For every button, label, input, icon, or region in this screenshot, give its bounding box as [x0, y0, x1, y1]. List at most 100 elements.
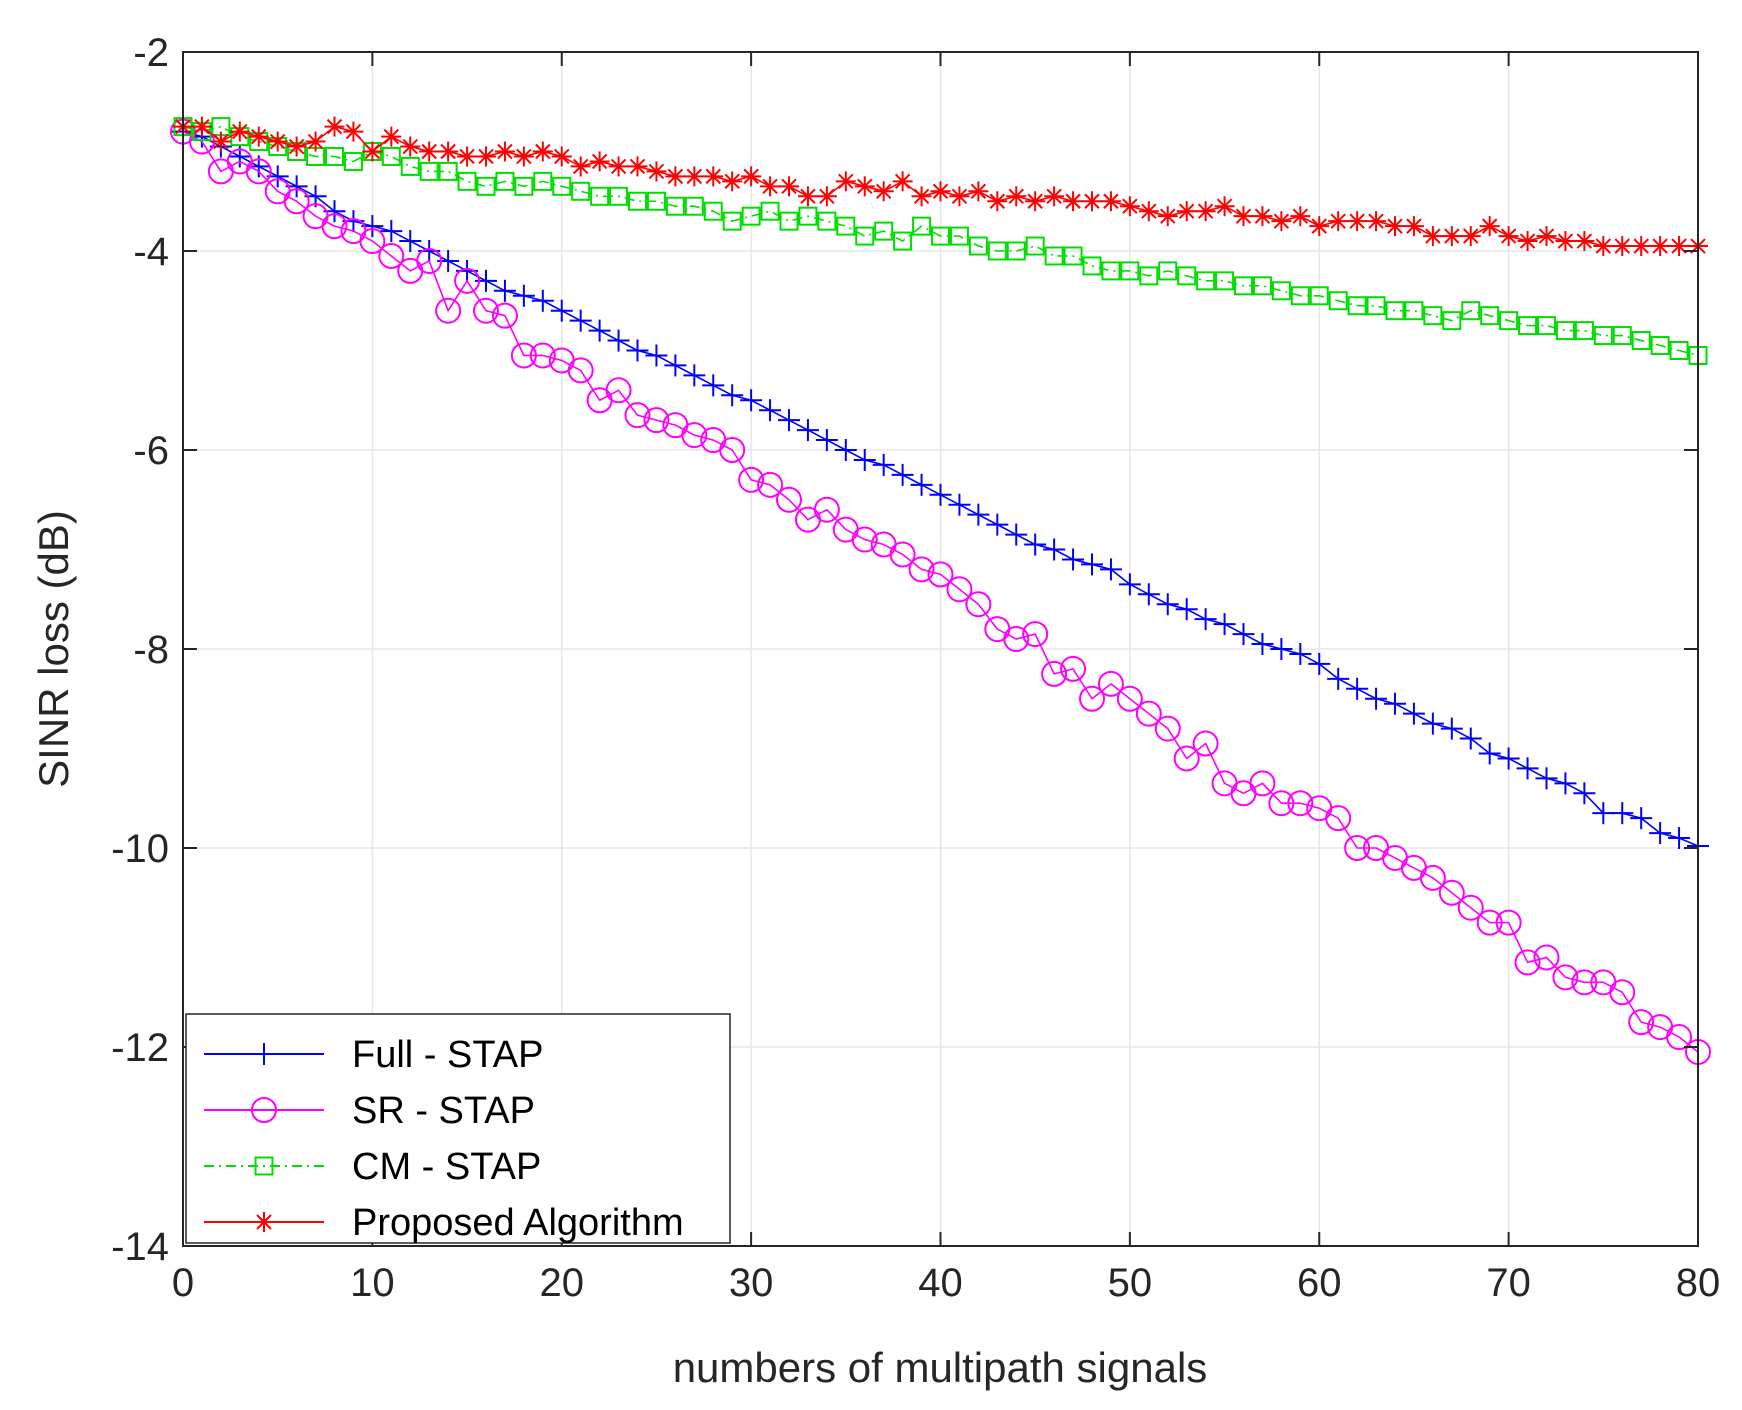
- plus-marker: [1194, 608, 1217, 631]
- star-marker: [305, 131, 326, 152]
- circle-marker: [624, 402, 651, 429]
- square-marker: [931, 226, 950, 246]
- square-marker: [1082, 256, 1102, 276]
- plus-marker: [1327, 667, 1350, 690]
- square-marker: [1006, 241, 1026, 261]
- plus-marker: [1308, 652, 1331, 675]
- star-marker: [608, 156, 629, 177]
- x-axis-label: numbers of multipath signals: [673, 1344, 1208, 1391]
- legend-label: Full - STAP: [352, 1034, 543, 1076]
- square-marker: [1404, 301, 1424, 321]
- star-marker: [1214, 196, 1235, 217]
- square-marker: [1480, 306, 1500, 326]
- plus-marker: [1099, 558, 1122, 581]
- star-marker: [854, 176, 875, 197]
- plus-marker: [1592, 802, 1615, 825]
- legend-label: SR - STAP: [352, 1090, 535, 1132]
- x-tick-label: 60: [1297, 1261, 1342, 1305]
- star-marker: [1366, 211, 1387, 232]
- star-marker: [381, 126, 402, 147]
- star-marker: [797, 186, 818, 207]
- star-marker: [1612, 236, 1633, 257]
- square-marker: [817, 211, 837, 231]
- plus-marker: [891, 463, 914, 486]
- y-tick-label: -10: [111, 827, 169, 871]
- circle-marker: [946, 576, 973, 603]
- star-marker: [476, 146, 496, 167]
- circle-marker: [1666, 1024, 1693, 1051]
- plus-marker: [1251, 633, 1274, 656]
- square-marker: [1442, 311, 1462, 331]
- star-marker: [210, 131, 231, 152]
- star-marker: [457, 146, 478, 167]
- legend-box: [185, 1013, 731, 1244]
- star-marker: [835, 171, 856, 192]
- square-marker: [760, 201, 780, 221]
- plus-marker: [1611, 802, 1634, 825]
- square-marker: [1423, 306, 1443, 326]
- plus-marker: [626, 339, 649, 362]
- x-tick-label: 40: [918, 1261, 963, 1305]
- circle-marker: [643, 407, 670, 434]
- y-tick-label: -4: [133, 230, 169, 274]
- star-marker: [1328, 211, 1349, 232]
- circle-marker: [1135, 700, 1162, 727]
- square-marker: [836, 216, 856, 236]
- star-marker: [1498, 226, 1519, 247]
- star-marker: [1195, 201, 1216, 222]
- star-marker: [968, 181, 989, 202]
- circle-marker: [927, 561, 954, 588]
- plus-marker: [853, 448, 876, 471]
- square-marker: [343, 151, 363, 171]
- plus-marker: [796, 419, 819, 442]
- legend-item: Proposed Algorithm: [204, 1202, 684, 1244]
- square-marker: [1309, 286, 1329, 306]
- plus-marker: [834, 439, 857, 461]
- square-marker: [1631, 331, 1651, 351]
- plus-marker: [664, 354, 687, 377]
- y-tick-label: -6: [133, 429, 169, 473]
- plus-marker: [1289, 642, 1312, 665]
- square-marker: [476, 176, 496, 196]
- star-marker: [1669, 236, 1690, 257]
- circle-marker: [908, 556, 935, 583]
- star-marker: [646, 161, 667, 182]
- circle-marker: [605, 377, 632, 404]
- legend-item: Full - STAP: [204, 1034, 543, 1076]
- circle-marker: [529, 342, 556, 369]
- star-marker: [1650, 236, 1671, 257]
- plus-marker: [1118, 573, 1141, 596]
- plus-marker: [1024, 533, 1047, 556]
- plus-marker: [702, 374, 725, 397]
- circle-marker: [1041, 660, 1068, 687]
- circle-marker: [283, 188, 310, 215]
- plus-marker: [1043, 538, 1066, 561]
- square-marker: [646, 191, 666, 211]
- plus-marker: [1365, 687, 1388, 710]
- x-tick-label: 80: [1676, 1261, 1721, 1305]
- circle-marker: [1116, 685, 1143, 712]
- square-marker: [438, 161, 458, 181]
- square-marker: [381, 146, 401, 166]
- star-marker: [1025, 191, 1046, 212]
- square-marker: [855, 226, 875, 246]
- square-marker: [1252, 276, 1272, 296]
- plus-marker: [948, 493, 971, 516]
- plus-marker: [740, 389, 763, 412]
- star-marker: [1460, 226, 1481, 247]
- square-marker: [628, 191, 647, 211]
- y-axis-label: SINR loss (dB): [30, 510, 77, 788]
- star-marker: [1233, 206, 1254, 227]
- plus-marker: [1459, 727, 1482, 750]
- x-tick-label: 0: [172, 1261, 194, 1305]
- star-marker: [949, 186, 970, 207]
- plus-marker: [1175, 598, 1198, 621]
- square-marker: [912, 216, 932, 236]
- square-marker: [1063, 246, 1083, 266]
- circle-marker: [454, 267, 481, 294]
- plus-marker: [588, 319, 611, 342]
- legend-label: CM - STAP: [352, 1146, 541, 1188]
- circle-marker: [1079, 685, 1105, 712]
- star-marker: [1119, 196, 1140, 217]
- square-marker: [533, 171, 553, 191]
